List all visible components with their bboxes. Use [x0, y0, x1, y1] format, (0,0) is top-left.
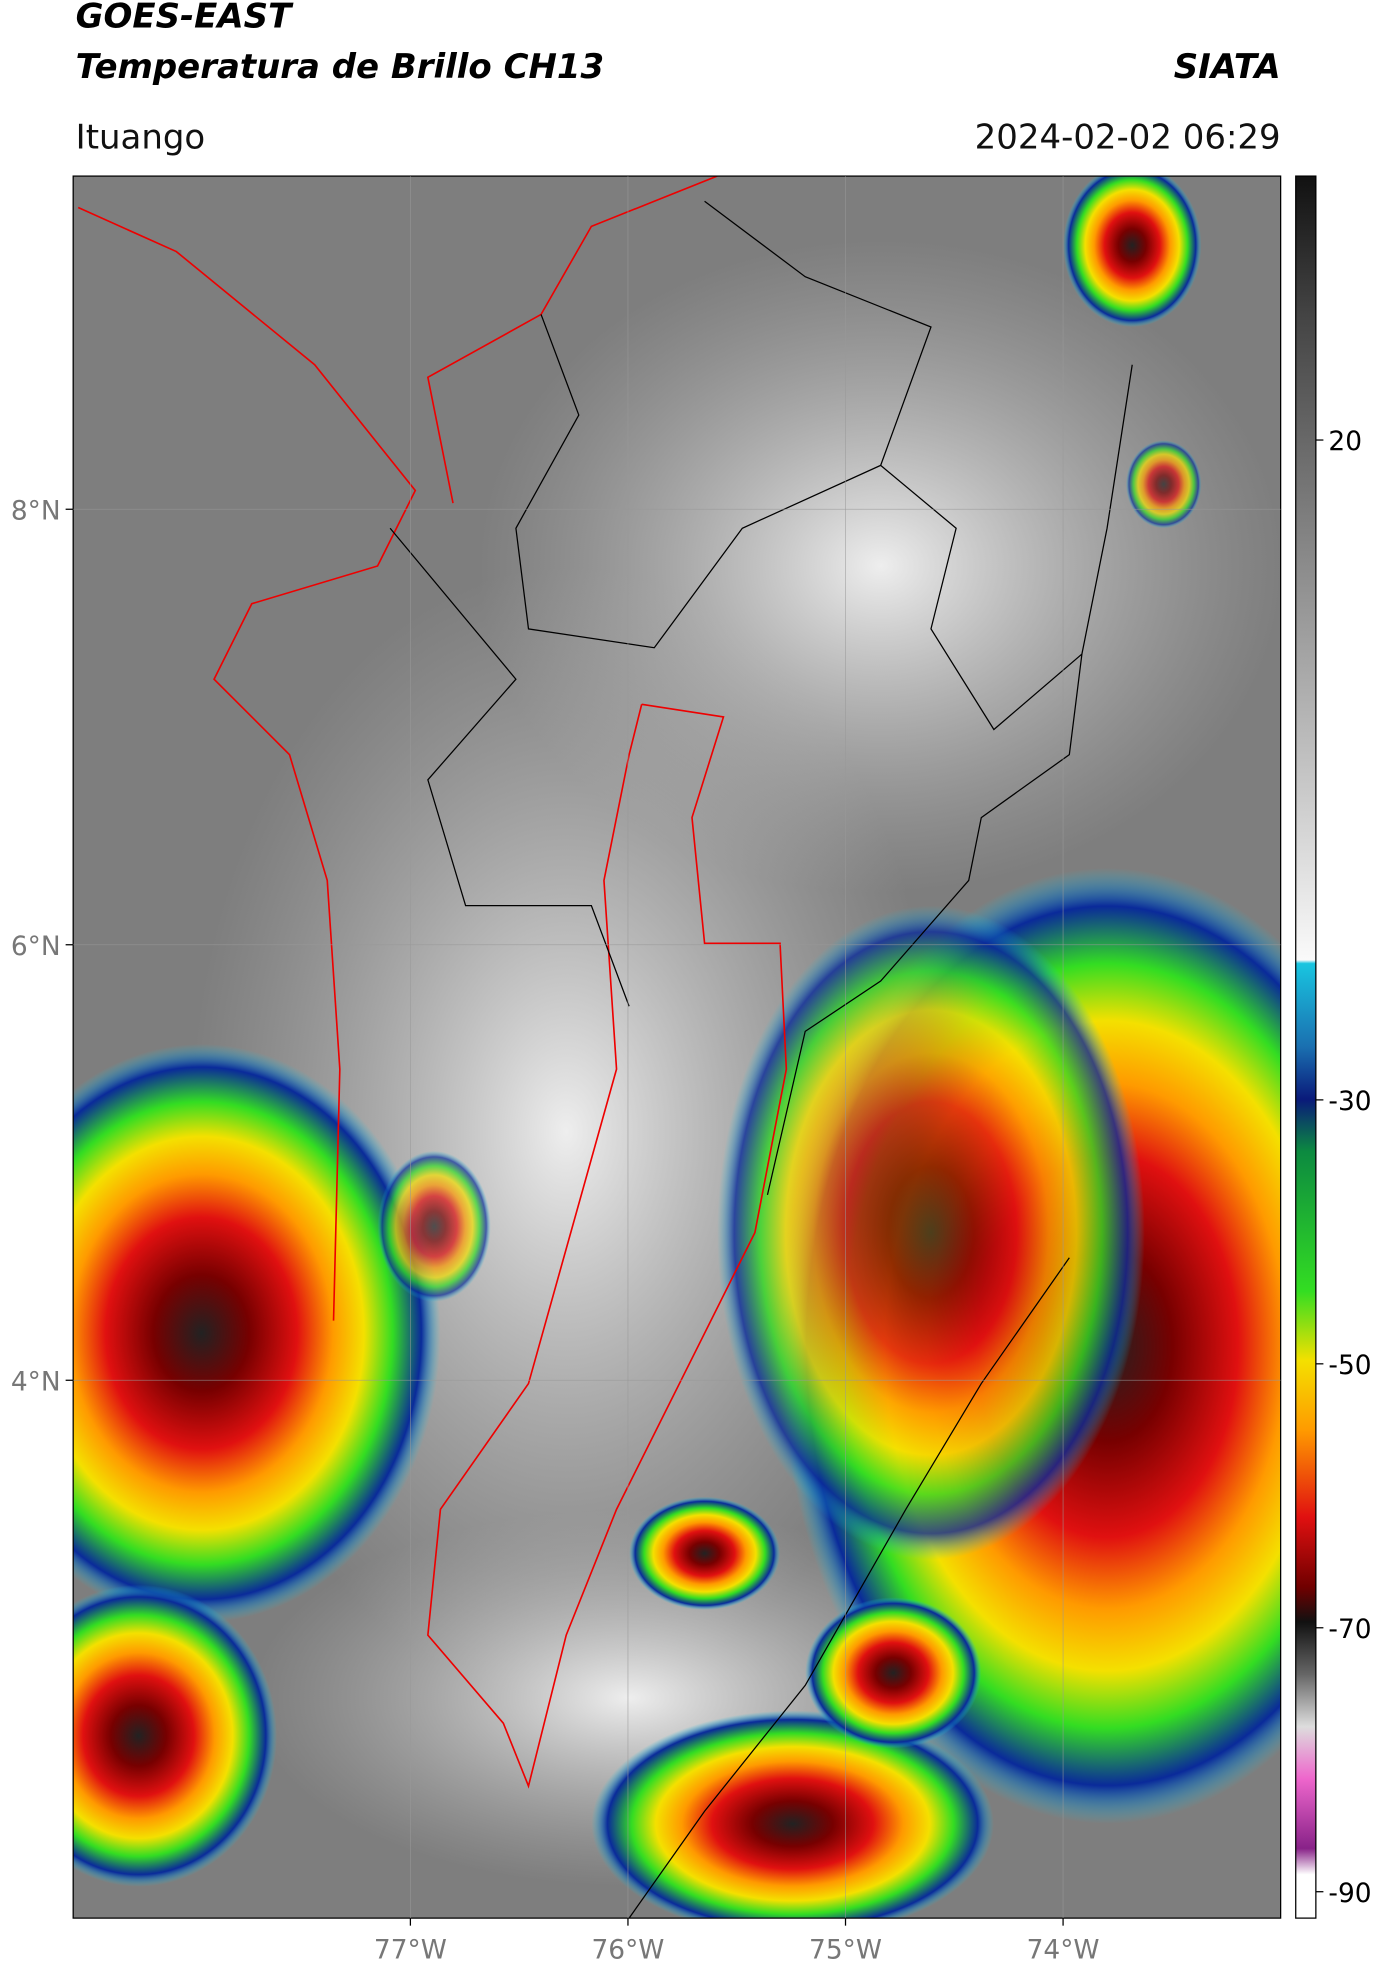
map-frame [72, 175, 1282, 1919]
colorbar [1295, 175, 1317, 1919]
colorbar-tick-label: -50 [1328, 1350, 1371, 1381]
x-tick-label: 74°W [1027, 1934, 1100, 1965]
colorbar-tick-label: -90 [1328, 1878, 1371, 1909]
title-line1: GOES-EAST [76, 0, 294, 37]
y-tick-label: 4°N [11, 1366, 61, 1397]
org: SIATA [1174, 47, 1281, 87]
y-tick-label: 8°N [11, 495, 61, 526]
x-tick-label: 76°W [591, 1934, 664, 1965]
x-tick-label: 75°W [809, 1934, 882, 1965]
colorbar-tick-label: 20 [1328, 426, 1362, 457]
colorbar-tick-label: -30 [1328, 1086, 1371, 1117]
title-line2: Temperatura de Brillo CH13 [76, 47, 604, 87]
x-tick-label: 77°W [374, 1934, 447, 1965]
datetime: 2024-02-02 06:29 [975, 117, 1281, 157]
imagery [73, 176, 1281, 1919]
y-tick-label: 6°N [11, 931, 61, 962]
colorbar-tick-label: -70 [1328, 1614, 1371, 1645]
place: Ituango [76, 117, 206, 157]
